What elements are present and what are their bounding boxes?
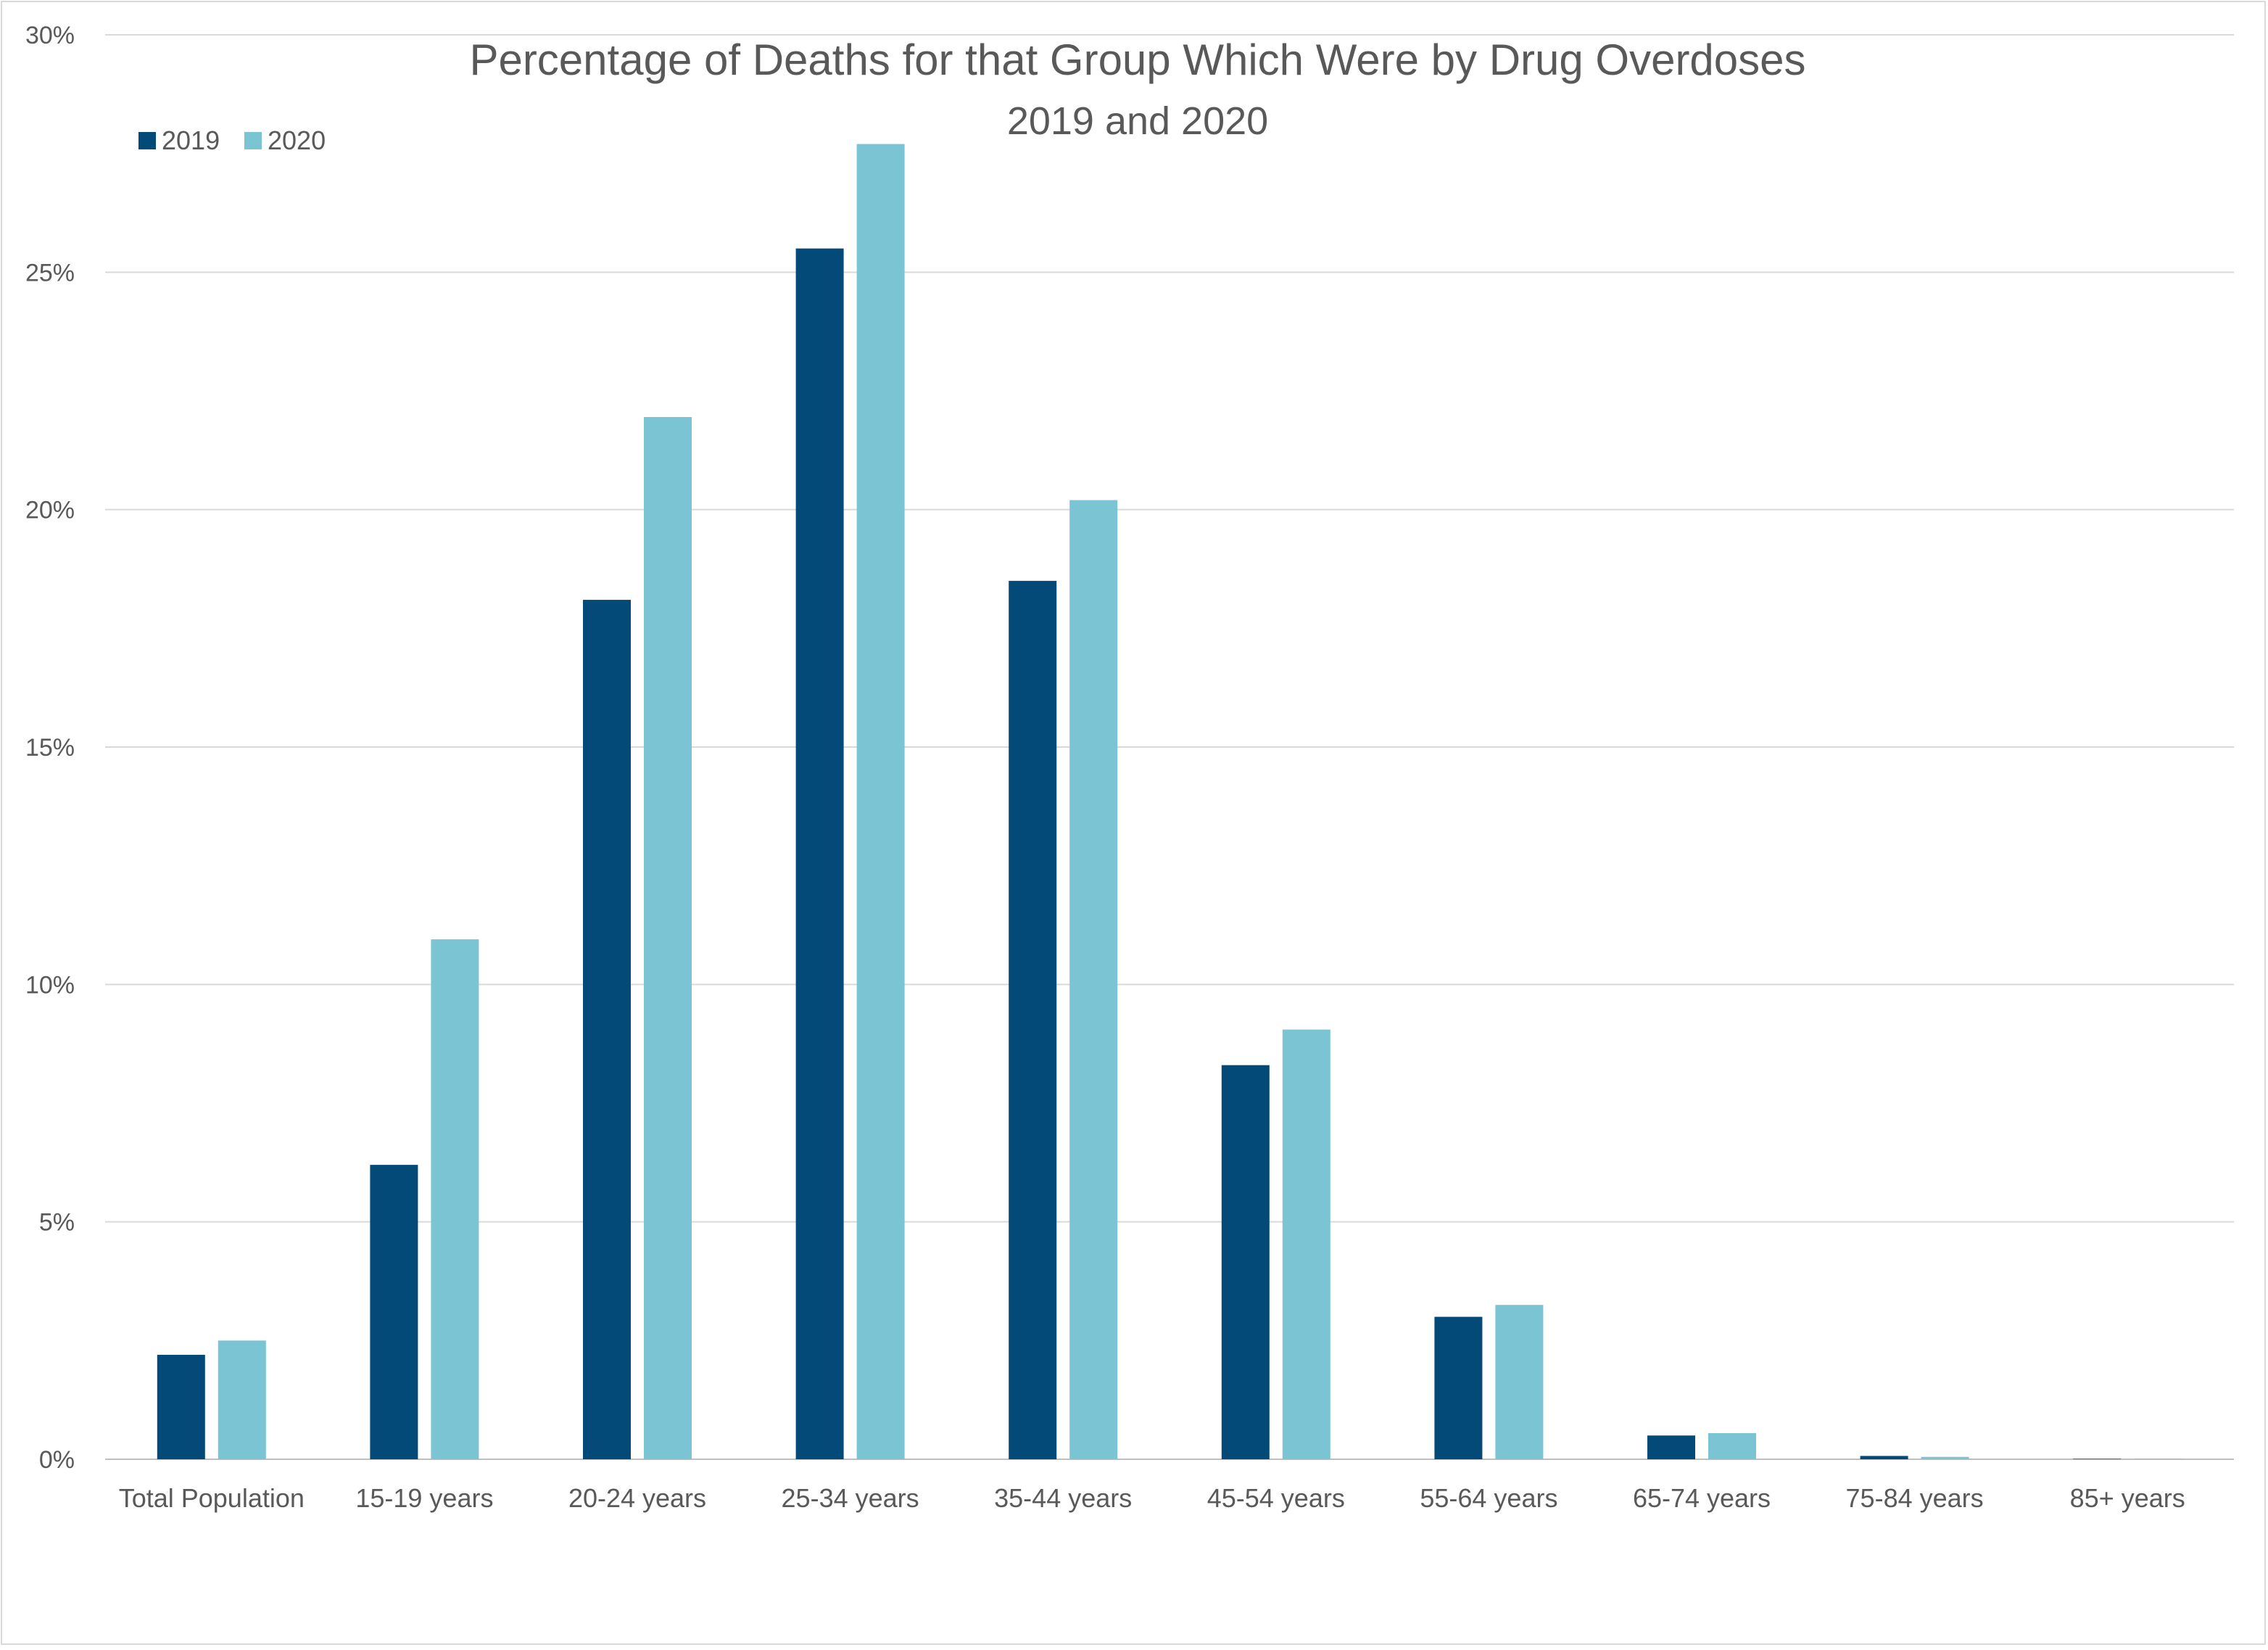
x-tick-label: 65-74 years xyxy=(1633,1483,1771,1513)
bar-2019-0 xyxy=(157,1354,205,1459)
bar-2020-0 xyxy=(218,1340,266,1459)
bar-2020-1 xyxy=(431,939,479,1459)
y-tick-label: 20% xyxy=(25,497,75,524)
y-axis: 0% 5% 10% 15% 20% 25% 30% xyxy=(25,22,75,1474)
y-tick-label: 0% xyxy=(39,1446,75,1474)
bar-2020-8 xyxy=(1921,1456,1969,1459)
bar-2020-2 xyxy=(644,417,692,1460)
x-tick-label: 25-34 years xyxy=(782,1483,919,1513)
y-tick-label: 30% xyxy=(25,22,75,49)
legend-swatch-2020 xyxy=(244,132,262,149)
y-tick-label: 10% xyxy=(25,971,75,999)
bar-2019-6 xyxy=(1434,1316,1483,1459)
x-tick-label: 45-54 years xyxy=(1207,1483,1345,1513)
x-tick-label: 20-24 years xyxy=(568,1483,706,1513)
bar-2019-4 xyxy=(1009,580,1057,1459)
x-tick-label: 15-19 years xyxy=(355,1483,493,1513)
bar-2019-3 xyxy=(795,248,844,1460)
bar-2019-5 xyxy=(1221,1065,1270,1459)
legend-label-2020: 2020 xyxy=(268,125,326,155)
y-tick-label: 15% xyxy=(25,734,75,762)
chart-subtitle: 2019 and 2020 xyxy=(1007,99,1268,143)
bar-2020-5 xyxy=(1282,1029,1330,1459)
x-tick-label: 55-64 years xyxy=(1420,1483,1557,1513)
x-tick-label: 85+ years xyxy=(2070,1483,2185,1513)
bar-2019-1 xyxy=(370,1165,418,1459)
y-tick-label: 5% xyxy=(39,1209,75,1237)
legend: 2019 2020 xyxy=(138,125,326,155)
gridlines xyxy=(105,34,2234,1460)
x-tick-label: 75-84 years xyxy=(1846,1483,1984,1513)
legend-label-2019: 2019 xyxy=(162,125,220,155)
bar-2019-8 xyxy=(1860,1456,1908,1459)
x-tick-label: Total Population xyxy=(119,1483,305,1513)
x-tick-label: 35-44 years xyxy=(994,1483,1132,1513)
bars xyxy=(157,144,2182,1460)
bar-2020-3 xyxy=(856,144,905,1459)
chart-title: Percentage of Deaths for that Group Whic… xyxy=(469,36,1805,84)
y-tick-label: 25% xyxy=(25,259,75,286)
bar-2019-2 xyxy=(583,600,631,1459)
bar-2019-7 xyxy=(1647,1435,1695,1459)
legend-swatch-2019 xyxy=(138,132,156,149)
bar-2020-4 xyxy=(1069,500,1118,1460)
x-axis: Total Population 15-19 years 20-24 years 25… xyxy=(119,1483,2185,1513)
bar-2020-7 xyxy=(1708,1432,1756,1459)
bar-2020-6 xyxy=(1495,1305,1544,1459)
